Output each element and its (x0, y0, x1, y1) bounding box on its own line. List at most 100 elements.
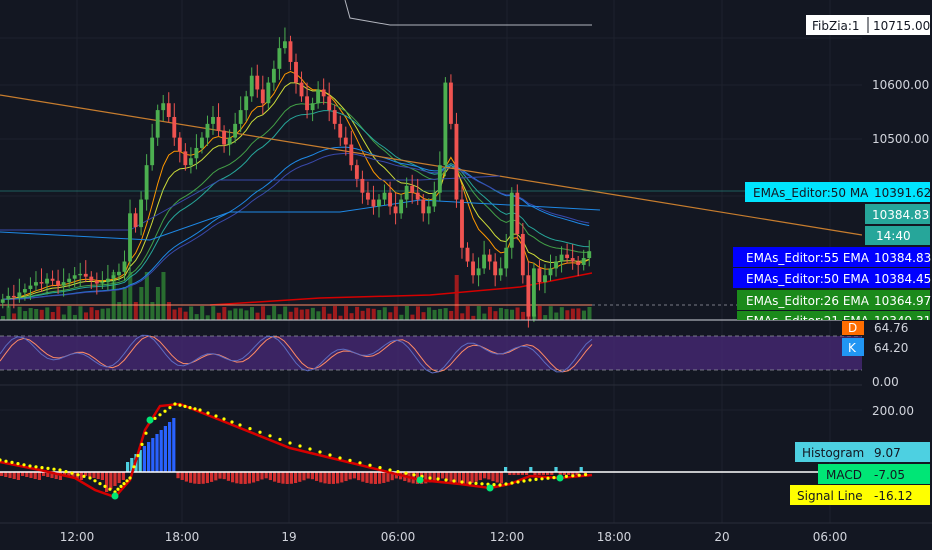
signal-dot (404, 471, 408, 475)
signal-dot (214, 414, 218, 418)
candle-body (321, 89, 326, 97)
macd-histogram-bar (378, 472, 382, 484)
macd-histogram-bar (130, 458, 134, 472)
volume-bar (100, 308, 105, 320)
volume-bar (56, 306, 61, 320)
time-tick: 19 (281, 530, 296, 544)
macd-histogram-bar (142, 446, 146, 472)
macd-histogram-bar (0, 472, 4, 476)
signal-dot (52, 467, 56, 471)
time-axis[interactable]: 12:00 18:00 19 06:00 12:00 18:00 20 06:0… (0, 522, 932, 544)
signal-dot (153, 416, 157, 420)
volume-bar (327, 313, 332, 320)
volume-bar (399, 314, 404, 320)
candle-body (56, 280, 61, 286)
candle-body (11, 295, 16, 298)
signal-dot (378, 466, 382, 470)
candle-body (6, 295, 11, 300)
candle-body (72, 275, 77, 279)
macd-histogram-bar (579, 467, 583, 472)
volume-bars (1, 272, 592, 320)
candle-body (531, 268, 536, 317)
volume-bar (194, 314, 199, 320)
ema21-label-name: EMAs_Editor:21 EMA (746, 314, 870, 328)
volume-bar (249, 307, 255, 320)
volume-bar (283, 306, 288, 320)
candle-body (67, 278, 72, 283)
volume-bar (78, 306, 83, 320)
macd-histogram-bar (344, 472, 348, 482)
candle-body (454, 123, 459, 200)
volume-bar (316, 311, 321, 320)
macd-pane[interactable] (0, 402, 862, 500)
macd-histogram-bar (58, 472, 62, 480)
signal-dot (348, 458, 352, 462)
fibzia-label-name: FibZia:1 (812, 19, 860, 33)
volume-bar (382, 307, 387, 320)
volume-bar (95, 310, 100, 320)
price-pane[interactable] (0, 0, 863, 328)
macd-histogram-bar (298, 472, 302, 482)
candle-body (78, 273, 83, 276)
signal-dot (268, 434, 272, 438)
signal-dot (206, 411, 210, 415)
macd-histogram-bar (520, 472, 524, 475)
macd-histogram-bar (67, 472, 71, 477)
last-price-value: 10384.83 (872, 208, 929, 222)
volume-bar (371, 308, 376, 320)
volume-bar (266, 315, 271, 320)
candle-body (188, 158, 193, 166)
stochastic-pane[interactable] (0, 334, 862, 374)
volume-bar (227, 310, 232, 320)
macd-histogram-bar (50, 472, 54, 478)
macd-histogram-bar (390, 472, 394, 481)
macd-histogram-bar (79, 472, 83, 480)
candle-body (410, 185, 415, 193)
candle-body (526, 275, 531, 317)
macd-histogram-bar (33, 472, 37, 479)
macd-histogram-bar (88, 472, 92, 477)
volume-bar (310, 307, 315, 320)
macd-histogram-bar (495, 472, 499, 483)
signal-dot (88, 476, 92, 480)
macd-histogram-bar (121, 472, 125, 480)
volume-bar (183, 311, 188, 320)
macd-histogram-bar (529, 467, 533, 472)
candle-body (393, 206, 398, 214)
macd-histogram-bar (8, 472, 12, 478)
macd-histogram-bar (336, 472, 340, 484)
macd-histogram-bar (109, 472, 113, 489)
volume-bar (233, 308, 238, 320)
volume-bar (587, 306, 592, 320)
signal-dot (93, 479, 97, 483)
macd-histogram-bar (71, 472, 75, 478)
volume-bar (410, 314, 415, 320)
candle-body (520, 233, 525, 276)
signal-dot (498, 483, 502, 487)
macd-histogram-bar (289, 472, 293, 484)
candle-body (260, 89, 265, 104)
signal-label-value: -16.12 (874, 489, 913, 503)
candle-body (482, 254, 487, 269)
signal-dot (358, 461, 362, 465)
candle-body (288, 41, 293, 62)
volume-bar (521, 311, 526, 320)
macd-histogram-bar (462, 472, 466, 484)
candle-body (227, 137, 232, 145)
candle-body (515, 192, 520, 234)
macd-histogram-bar (105, 472, 109, 492)
macd-histogram-bar (189, 472, 193, 483)
volume-bar (238, 308, 243, 320)
channel-line (0, 199, 601, 241)
candle-body (194, 147, 199, 159)
candle-body (238, 110, 243, 124)
volume-bar (106, 308, 111, 320)
signal-dot (10, 460, 14, 464)
signal-dot (460, 480, 464, 484)
signal-dot (428, 476, 432, 480)
macd-histogram-bar (25, 472, 29, 477)
macd-histogram-bar (159, 430, 163, 472)
ma-line (2, 110, 590, 300)
signal-dot (144, 431, 148, 435)
